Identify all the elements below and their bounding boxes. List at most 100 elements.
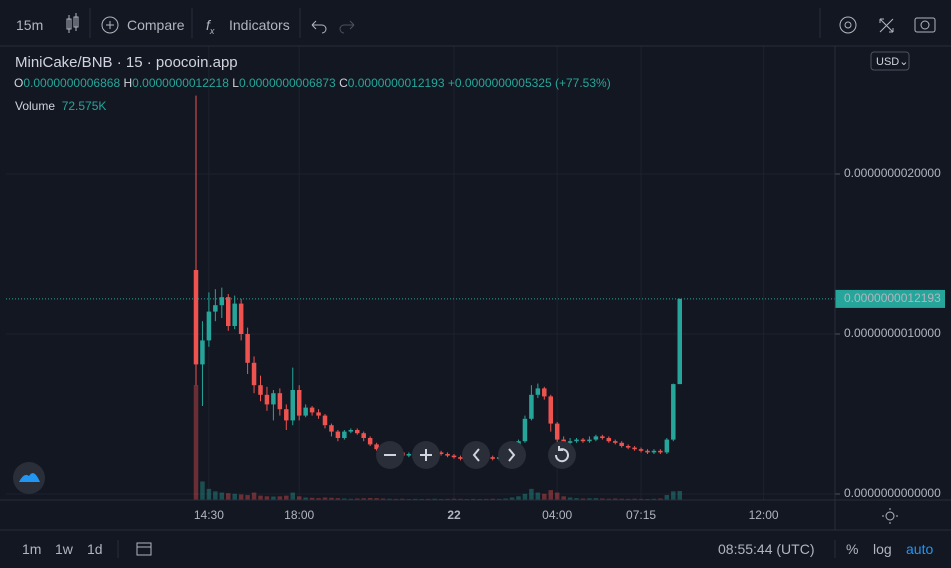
fullscreen-icon[interactable] [879,18,894,33]
interval-button[interactable]: 15m [16,17,44,33]
compare-button[interactable]: Compare [127,17,185,33]
volume-bar [232,493,237,500]
candle-body [490,457,495,459]
candle-body [619,442,624,446]
volume-bar [671,491,676,500]
nav-buttons[interactable] [376,441,576,469]
volume-bar [606,498,612,500]
volume-bar [322,497,328,500]
candle-body [664,439,670,453]
volume-bar [387,498,392,500]
legend-value: 0.0000000012218 [132,76,229,90]
screenshot-icon[interactable] [914,17,936,33]
volume-bar [535,492,541,500]
candle-body [245,334,250,363]
volume-bar [632,498,637,500]
volume-bar [238,494,244,500]
last-price-label: 0.0000000012193 [844,291,941,305]
candle-body [226,297,231,326]
volume-bar [245,495,250,500]
candle-body [206,311,212,341]
undo-icon[interactable] [311,20,327,34]
candle-body [645,450,650,453]
candle-body [535,388,541,395]
volume-bar [658,498,663,500]
candle-body [277,393,283,410]
candle-body [335,431,341,438]
range-button[interactable]: 1d [87,541,103,557]
volume-bar [458,498,463,500]
candle-body [542,388,547,397]
volume-bar [638,498,644,500]
candle-body [329,425,334,432]
candle-body [284,409,289,421]
date-range-icon[interactable] [136,542,152,556]
volume-bar [335,498,341,500]
auto-button[interactable]: auto [906,541,934,557]
clock: 08:55:44 (UTC) [718,541,815,557]
candle-body [361,433,366,438]
volume-bar [284,495,289,500]
candle-body [213,305,218,312]
candles-icon[interactable] [66,13,79,33]
volume-bar [625,498,631,500]
time-settings-icon[interactable] [882,508,898,524]
volume-bar [451,498,457,500]
currency-box[interactable] [870,51,910,71]
candle-body [219,297,225,306]
volume-bar [193,385,199,500]
candle-body [290,390,295,421]
redo-icon[interactable] [339,20,355,34]
volume-bar [490,498,495,500]
indicators-icon[interactable]: fx [206,17,215,36]
volume-bar [677,491,682,500]
indicators-button[interactable]: Indicators [229,17,290,33]
candle-body [574,439,579,442]
candle-body [232,303,237,326]
volume-bar [348,498,354,500]
legend-value: 0.0000000006873 [238,76,336,90]
volume-bar [264,496,270,500]
symbol: MiniCake/BNB [15,54,113,71]
candle-body [309,407,315,413]
candle-body [451,455,457,458]
logo-button[interactable] [13,462,45,494]
volume-bar [619,498,624,500]
volume-bar [651,498,657,500]
ohlc-legend: O0.0000000006868 H0.0000000012218 L0.000… [14,76,611,90]
range-button[interactable]: 1w [55,541,73,557]
log-button[interactable]: log [873,541,892,557]
candle-body [367,438,373,445]
x-tick-label: 18:00 [284,508,314,522]
volume-bar [567,497,573,500]
volume-bar [580,498,586,500]
currency[interactable]: USD⌄ [876,56,909,68]
volume-bar [561,496,566,500]
compare-icon[interactable] [101,16,119,34]
volume-bar [271,496,276,500]
candle-body [406,454,412,456]
candle-body [529,394,534,419]
volume-bar [400,498,405,500]
volume-bar [342,498,347,500]
range-button[interactable]: 1m [22,541,42,557]
volume-bar [587,498,592,500]
volume-value: 72.575K [61,99,107,113]
candle-body [677,298,682,385]
volume-bar [309,497,315,500]
candle-body [445,454,450,456]
candle-body [200,340,205,365]
candle-body [632,447,637,450]
candle-body [458,457,463,459]
volume-bar [329,497,334,500]
volume-bar [593,498,599,500]
y-tick-label: 0.0000000000000 [844,486,941,500]
candle-body [296,390,302,416]
y-tick-label: 0.0000000010000 [844,326,941,340]
percent-button[interactable]: % [846,541,859,557]
volume-bar [445,498,450,500]
settings-icon[interactable] [839,16,857,34]
currency-label[interactable]: USD [876,56,900,68]
